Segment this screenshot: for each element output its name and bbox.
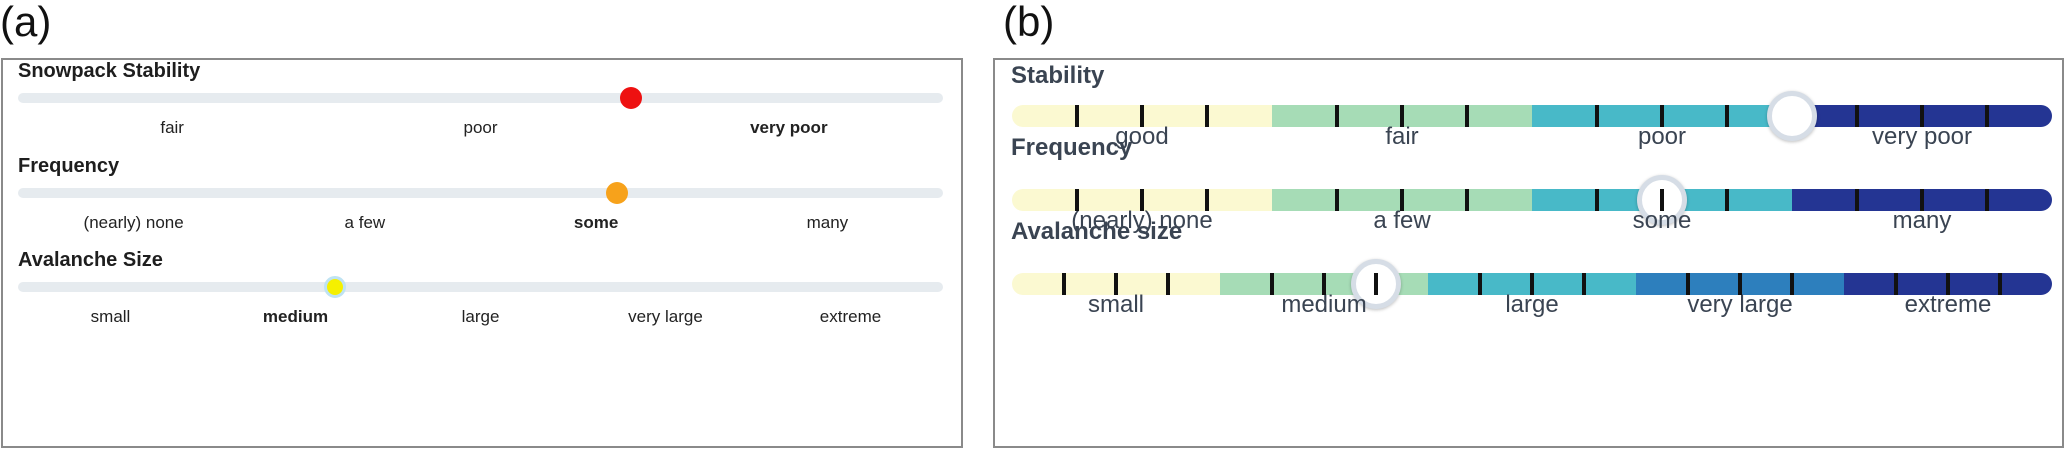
slider-option-label[interactable]: (nearly) none [1071, 207, 1213, 234]
slider-step-segment[interactable] [1272, 189, 1339, 211]
slider-step-segment[interactable] [1207, 105, 1272, 127]
slider-step-segment[interactable] [1987, 105, 2052, 127]
slider-title: Stability [1011, 62, 1105, 89]
slider-option-label[interactable]: (nearly) none [83, 213, 184, 232]
slider-step-segment[interactable] [2000, 273, 2052, 295]
slider-step-segment[interactable] [1012, 189, 1079, 211]
slider-option-label[interactable]: large [461, 307, 500, 326]
slider-step-segment[interactable] [1142, 189, 1209, 211]
slider-track[interactable] [18, 87, 943, 109]
slider-option-labels: small medium large very large extreme [18, 307, 943, 331]
slider-step-segment[interactable] [1077, 105, 1144, 127]
slider-thumb[interactable] [324, 276, 347, 298]
panel-a-label: (a) [0, 0, 52, 45]
slider-option-label[interactable]: very poor [750, 118, 828, 137]
slider-step-segment[interactable] [1792, 189, 1859, 211]
slider-title: Avalanche size [1011, 218, 1183, 245]
slider-option-label[interactable]: a few [1373, 207, 1431, 234]
slider-option-labels: (nearly) none a few some many [18, 213, 943, 237]
slider-option-labels: fair poor very poor [18, 118, 943, 142]
slider-step-segment[interactable] [1220, 273, 1274, 295]
slider-option-label[interactable]: large [1505, 291, 1559, 318]
slider-step-segment[interactable] [1662, 105, 1729, 127]
slider-title: Avalanche Size [18, 249, 163, 271]
slider-option-label[interactable]: poor [463, 118, 498, 137]
slider-option-label[interactable]: medium [262, 307, 329, 326]
slider-step-segment[interactable] [1597, 105, 1664, 127]
slider-step-segment[interactable] [1428, 273, 1482, 295]
slider-step-segment[interactable] [1012, 105, 1079, 127]
panel-b-label: (b) [1003, 0, 1055, 45]
slider-option-label[interactable]: very large [628, 307, 703, 326]
panel-b-slider-card: Stability good fair poor very poor Frequency (… [993, 58, 2064, 448]
slider-step-segment[interactable] [1480, 273, 1534, 295]
slider-step-segment[interactable] [1207, 189, 1272, 211]
slider-step-segment[interactable] [1740, 273, 1794, 295]
slider-step-segment[interactable] [1532, 105, 1599, 127]
panel-a-slider-card: Snowpack Stability fair poor very poor Frequ… [1, 58, 963, 448]
slider-step-segment[interactable] [1077, 189, 1144, 211]
slider-step-segment[interactable] [1857, 105, 1924, 127]
slider-thumb[interactable] [620, 87, 643, 109]
slider-option-labels: small medium large very large extreme [1012, 291, 2052, 321]
slider-option-label[interactable]: small [1087, 291, 1145, 318]
slider-option-label[interactable]: extreme [1904, 291, 1992, 318]
slider-step-segment[interactable] [1792, 273, 1844, 295]
slider-thumb-layer [1012, 91, 2052, 141]
slider-option-label[interactable]: some [1632, 207, 1692, 234]
slider-option-label[interactable]: very large [1687, 291, 1793, 318]
slider-step-segment[interactable] [1922, 189, 1989, 211]
slider-title: Frequency [18, 155, 120, 177]
slider-step-segment[interactable] [1532, 189, 1599, 211]
slider-step-segment[interactable] [1844, 273, 1898, 295]
slider-option-label[interactable]: poor [1637, 123, 1687, 150]
slider-step-segment[interactable] [1987, 189, 2052, 211]
slider-option-label[interactable]: medium [1281, 291, 1367, 318]
slider-option-label[interactable]: some [573, 213, 619, 232]
slider-step-segment[interactable] [1064, 273, 1118, 295]
slider-step-segment[interactable] [1688, 273, 1742, 295]
slider-option-label[interactable]: extreme [819, 307, 882, 326]
slider-step-segment[interactable] [1272, 105, 1339, 127]
slider-step-segment[interactable] [1168, 273, 1220, 295]
slider-step-segment[interactable] [1727, 189, 1792, 211]
slider-step-segment[interactable] [1636, 273, 1690, 295]
slider-step-segment[interactable] [1402, 189, 1469, 211]
slider-step-segment[interactable] [1896, 273, 1950, 295]
slider-title: Frequency [1011, 134, 1133, 161]
slider-thumb[interactable] [606, 182, 629, 204]
segmented-slider-track[interactable] [1012, 273, 2052, 295]
slider-option-label[interactable]: many [1892, 207, 1952, 234]
slider-option-labels: good fair poor very poor [1012, 123, 2052, 153]
slider-step-segment[interactable] [1142, 105, 1209, 127]
slider-step-segment[interactable] [1532, 273, 1586, 295]
slider-option-label[interactable]: many [806, 213, 849, 232]
slider-step-segment[interactable] [1857, 189, 1924, 211]
slider-step-segment[interactable] [1012, 273, 1066, 295]
slider-option-label[interactable]: a few [344, 213, 386, 232]
slider-step-segment[interactable] [1116, 273, 1170, 295]
slider-step-segment[interactable] [1337, 105, 1404, 127]
slider-step-segment[interactable] [1467, 189, 1532, 211]
slider-step-segment[interactable] [1272, 273, 1326, 295]
slider-option-label[interactable]: fair [160, 118, 184, 137]
slider-step-segment[interactable] [1467, 105, 1532, 127]
slider-option-label[interactable]: fair [1385, 123, 1419, 150]
slider-option-label[interactable]: small [90, 307, 131, 326]
slider-track[interactable] [18, 276, 943, 298]
slider-option-label[interactable]: good [1115, 123, 1169, 150]
slider-option-label[interactable]: very poor [1871, 123, 1973, 150]
slider-step-segment[interactable] [1402, 105, 1469, 127]
slider-step-segment[interactable] [1922, 105, 1989, 127]
slider-step-segment[interactable] [1948, 273, 2002, 295]
slider-title: Snowpack Stability [18, 60, 201, 82]
slider-step-segment[interactable] [1584, 273, 1636, 295]
slider-step-segment[interactable] [1337, 189, 1404, 211]
slider-thumb[interactable] [1767, 91, 1817, 141]
slider-option-labels: (nearly) none a few some many [1012, 207, 2052, 237]
slider-track[interactable] [18, 182, 943, 204]
